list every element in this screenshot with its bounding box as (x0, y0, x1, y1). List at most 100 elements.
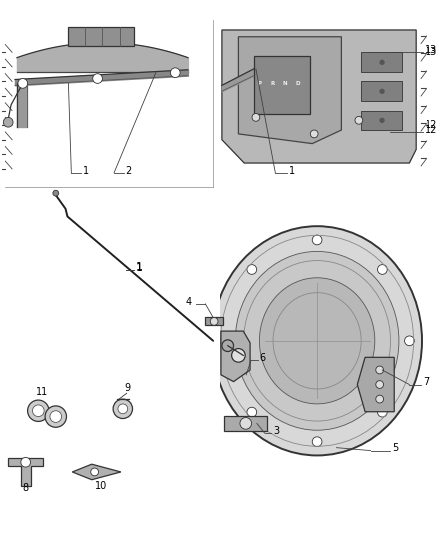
Text: R: R (271, 81, 276, 86)
Polygon shape (357, 357, 394, 411)
Polygon shape (221, 331, 250, 382)
Ellipse shape (212, 226, 422, 455)
Circle shape (91, 468, 99, 476)
Bar (217, 25, 421, 181)
Text: D: D (295, 81, 300, 86)
Circle shape (405, 336, 414, 346)
Circle shape (21, 457, 31, 467)
Text: 13: 13 (425, 45, 437, 55)
Polygon shape (72, 464, 121, 480)
Text: 12: 12 (425, 120, 437, 130)
Circle shape (252, 114, 260, 122)
Polygon shape (222, 30, 416, 166)
Text: ●: ● (378, 88, 384, 94)
Text: ●: ● (378, 117, 384, 123)
Text: P: P (261, 81, 266, 86)
Bar (361, 82, 402, 101)
Text: 1: 1 (135, 262, 142, 272)
Circle shape (357, 120, 365, 128)
Text: N: N (283, 81, 287, 86)
Text: 1: 1 (135, 263, 142, 273)
Text: P: P (258, 81, 262, 86)
Polygon shape (241, 39, 343, 147)
Circle shape (378, 407, 387, 417)
Circle shape (232, 349, 245, 362)
Text: 6: 6 (260, 353, 266, 363)
Circle shape (18, 78, 28, 88)
Circle shape (378, 264, 387, 274)
Text: 4: 4 (186, 297, 192, 307)
Circle shape (222, 340, 233, 351)
Text: 10: 10 (95, 481, 108, 491)
Circle shape (93, 83, 102, 93)
Text: N: N (280, 81, 286, 86)
Circle shape (376, 381, 384, 389)
Polygon shape (8, 458, 43, 486)
Bar (1, 190, 220, 526)
Bar (254, 56, 310, 115)
Circle shape (93, 74, 102, 83)
Circle shape (247, 264, 257, 274)
Circle shape (250, 116, 258, 124)
Circle shape (53, 190, 59, 196)
Polygon shape (224, 416, 267, 431)
Bar (361, 110, 402, 130)
Circle shape (376, 395, 384, 403)
Circle shape (4, 120, 12, 128)
Circle shape (251, 64, 261, 74)
Bar (66, 33, 134, 54)
Text: 3: 3 (273, 426, 279, 436)
Text: 8: 8 (23, 483, 29, 494)
Circle shape (220, 336, 230, 346)
Circle shape (210, 318, 218, 325)
Text: ●: ● (378, 59, 384, 65)
Text: 7: 7 (423, 377, 429, 387)
Text: 12: 12 (425, 125, 437, 135)
Circle shape (170, 68, 180, 78)
Circle shape (45, 406, 67, 427)
Circle shape (312, 437, 322, 447)
Text: R: R (270, 81, 275, 86)
Text: 2: 2 (122, 168, 128, 179)
Text: 13: 13 (425, 47, 437, 57)
Polygon shape (238, 37, 341, 143)
Bar (1, 7, 427, 195)
Circle shape (310, 133, 318, 141)
Text: D: D (290, 81, 296, 86)
Circle shape (18, 88, 28, 98)
Circle shape (50, 411, 62, 423)
FancyBboxPatch shape (361, 58, 403, 79)
FancyBboxPatch shape (361, 85, 403, 107)
Text: 5: 5 (392, 443, 398, 454)
Bar (5, 25, 200, 181)
Circle shape (113, 399, 133, 418)
Text: 2: 2 (126, 166, 132, 176)
Circle shape (32, 405, 44, 417)
Text: 9: 9 (125, 383, 131, 393)
Circle shape (4, 117, 13, 127)
Circle shape (247, 407, 257, 417)
Bar (361, 52, 402, 72)
Text: 1: 1 (83, 168, 89, 179)
Circle shape (240, 417, 251, 429)
Polygon shape (222, 30, 416, 163)
Circle shape (310, 130, 318, 138)
Circle shape (376, 366, 384, 374)
Circle shape (166, 80, 174, 88)
Circle shape (28, 400, 49, 422)
Text: 1: 1 (289, 166, 295, 176)
Ellipse shape (259, 278, 375, 404)
Circle shape (355, 116, 363, 124)
Bar (205, 318, 223, 325)
Bar (217, 25, 421, 181)
Bar (258, 57, 311, 117)
Text: 1: 1 (287, 168, 293, 179)
Circle shape (118, 404, 127, 414)
Text: 1: 1 (83, 166, 89, 176)
Text: L: L (300, 81, 304, 86)
FancyBboxPatch shape (361, 112, 403, 134)
Text: 11: 11 (36, 387, 48, 397)
Bar (68, 27, 134, 46)
Circle shape (312, 235, 322, 245)
Ellipse shape (235, 252, 399, 430)
